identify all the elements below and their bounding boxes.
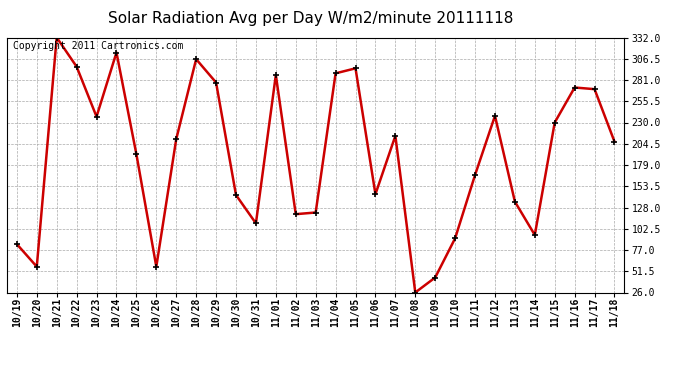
Text: Solar Radiation Avg per Day W/m2/minute 20111118: Solar Radiation Avg per Day W/m2/minute … <box>108 11 513 26</box>
Text: Copyright 2011 Cartronics.com: Copyright 2011 Cartronics.com <box>13 41 184 51</box>
